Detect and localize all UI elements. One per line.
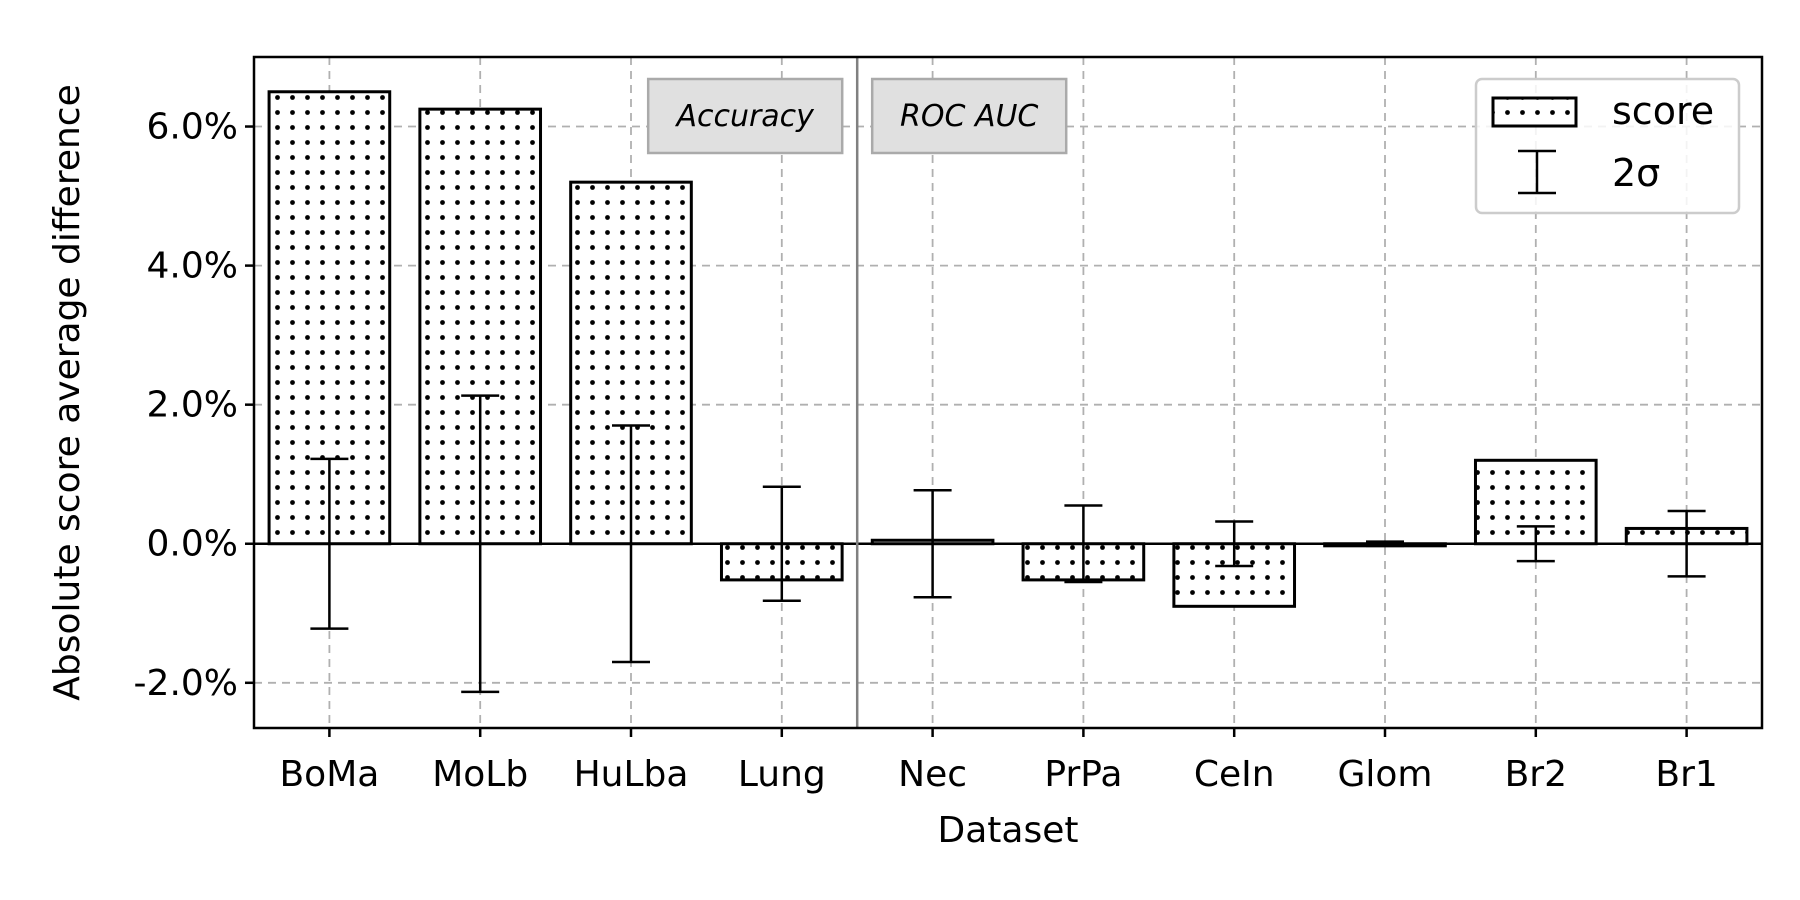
region-label-roc-auc: ROC AUC <box>870 77 1068 155</box>
y-tick-label: 2.0% <box>147 385 238 426</box>
x-tick-label: PrPa <box>1044 754 1122 795</box>
errorbar-glom <box>1366 540 1404 548</box>
metric-regions: Accuracy ROC AUC <box>646 57 1068 728</box>
errorbar-lung <box>762 485 801 603</box>
x-tick-label: Nec <box>898 754 967 795</box>
legend-label-score: score <box>1612 89 1714 133</box>
legend-item-2sigma: 2σ <box>1518 149 1660 195</box>
x-tick-label: BoMa <box>279 754 379 795</box>
errorbar-hulba <box>612 424 650 664</box>
x-tick-label: Glom <box>1338 754 1433 795</box>
x-tick-label: Br2 <box>1505 754 1567 795</box>
y-tick-label: 6.0% <box>147 107 238 148</box>
errorbar-nec <box>913 488 952 599</box>
region-label-box <box>646 77 844 155</box>
legend: score 2σ <box>1474 77 1741 215</box>
y-tick-label: -2.0% <box>134 663 238 704</box>
axes: -2.0% 0.0% 2.0% 4.0% 6.0% BoMa MoLb HuLba Lung Ne… <box>134 55 1764 795</box>
x-tick-label: CeIn <box>1194 754 1275 795</box>
region-label-accuracy: Accuracy <box>646 77 844 155</box>
errorbar-prpa <box>1064 504 1103 584</box>
legend-swatch-score <box>1491 96 1578 128</box>
x-axis-title: Dataset <box>938 810 1079 851</box>
y-tick-label: 0.0% <box>147 524 238 565</box>
legend-label-2sigma: 2σ <box>1612 151 1660 195</box>
errorbar-molb <box>461 394 500 694</box>
y-axis-title: Absolute score average difference <box>47 84 88 701</box>
x-tick-label: Lung <box>738 754 826 795</box>
plot-frame <box>252 55 1764 730</box>
errorbar-br2 <box>1516 525 1555 563</box>
region-label-text: ROC AUC <box>900 99 1038 134</box>
x-tick-label: HuLba <box>574 754 689 795</box>
x-tick-label: Br1 <box>1655 754 1717 795</box>
errorbar-br1 <box>1667 509 1706 578</box>
x-tick-label: MoLb <box>432 754 528 795</box>
region-label-box <box>870 77 1068 155</box>
errorbar-boma <box>310 457 349 630</box>
legend-item-score: score <box>1491 89 1714 133</box>
region-label-text: Accuracy <box>674 99 815 134</box>
error-bars <box>310 394 1706 694</box>
errorbar-cein <box>1215 520 1254 568</box>
y-tick-label: 4.0% <box>147 246 238 287</box>
